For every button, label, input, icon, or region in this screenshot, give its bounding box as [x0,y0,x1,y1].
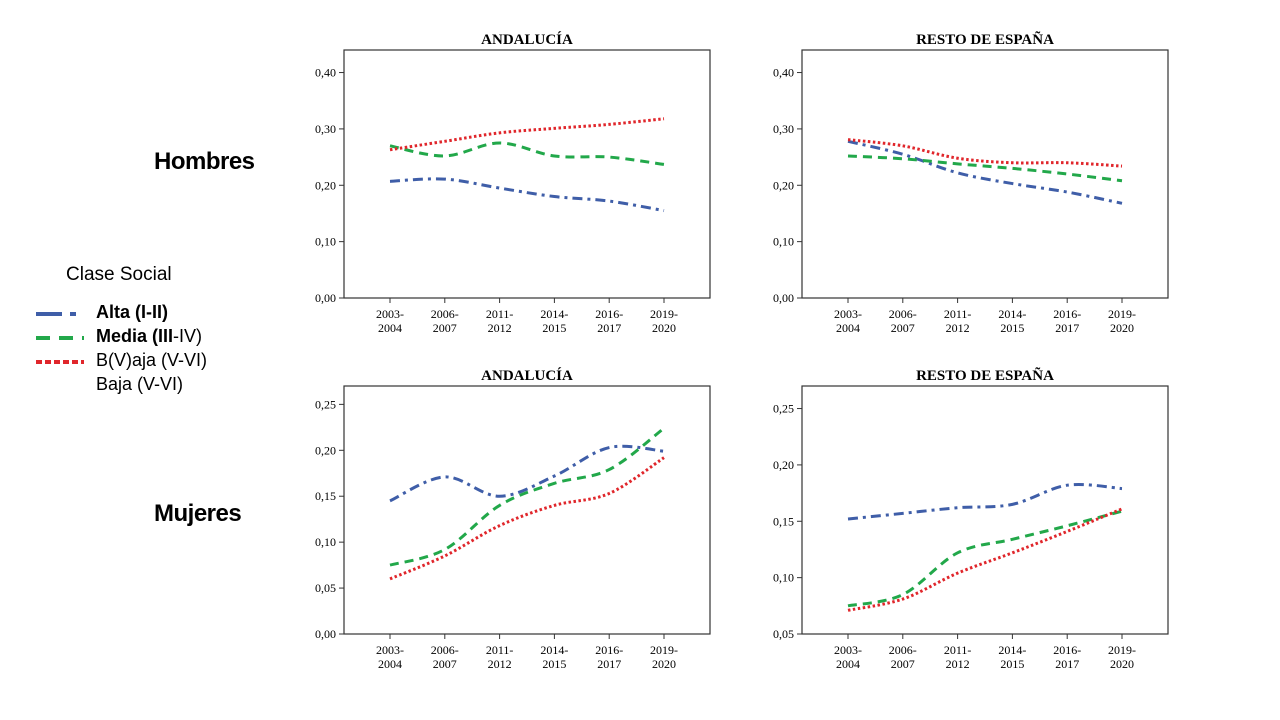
legend-label-alta-bold: Alta (I-II) [96,302,168,322]
y-tick-label: 0,40 [315,66,336,80]
series-line-dash [847,509,1123,608]
series-line-dashdot [847,139,1123,205]
y-tick-label: 0,10 [315,535,336,549]
x-tick-label: 2014-2015 [540,307,568,335]
y-tick-label: 0,05 [773,627,794,641]
x-tick-label: 2006-2007 [889,307,917,335]
y-tick-label: 0,40 [773,66,794,80]
series-line-dashdot [389,444,665,503]
legend: Clase Social Alta (I-II) Media (III-IV) … [34,262,274,402]
row-label-mujeres: Mujeres [154,500,242,527]
legend-extra-label: Baja (V-VI) [96,374,184,394]
x-tick-label: 2014-2015 [998,307,1026,335]
legend-label-baja-rest: B(V)aja (V-VI) [96,350,208,370]
x-tick-label: 2011-2012 [486,307,514,335]
plot-frame [801,49,1169,299]
legend-label-baja: B(V)aja (V-VI) [96,350,207,371]
series-line-dash [389,427,665,567]
y-tick-label: 0,20 [315,443,336,457]
legend-swatch-baja [36,360,84,364]
y-tick-label: 0,30 [315,122,336,136]
x-tick-label: 2016-2017 [1053,643,1081,671]
series-line-dash [847,154,1123,183]
x-tick-label: 2003-2004 [376,307,404,335]
series-line-dot [389,456,665,581]
y-tick-label: 0,00 [773,291,794,305]
legend-title: Clase Social [66,264,172,285]
x-tick-label: 2014-2015 [998,643,1026,671]
x-tick-label: 2014-2015 [540,643,568,671]
x-tick-label: 2011-2012 [944,307,972,335]
chart-title: ANDALUCÍA [481,367,573,384]
x-tick-label: 2003-2004 [834,307,862,335]
y-tick-label: 0,05 [315,581,336,595]
x-tick-label: 2006-2007 [889,643,917,671]
x-tick-label: 2016-2017 [595,307,623,335]
series-line-dot [847,138,1123,168]
chart-title: RESTO DE ESPAÑA [916,366,1054,384]
y-tick-label: 0,10 [773,571,794,585]
series-line-dashdot [389,177,665,213]
x-tick-label: 2003-2004 [376,643,404,671]
x-tick-label: 2003-2004 [834,643,862,671]
legend-label-media-rest: -IV) [173,326,203,346]
legend-item-media: Media (III-IV) [34,326,274,350]
legend-swatch-media [36,336,84,340]
legend-item-baja: B(V)aja (V-VI) [34,350,274,374]
y-tick-label: 0,20 [773,178,794,192]
row-label-hombres: Hombres [154,148,255,175]
y-tick-label: 0,20 [315,178,336,192]
y-tick-label: 0,25 [315,397,336,411]
legend-item-alta: Alta (I-II) [34,302,274,326]
y-tick-label: 0,10 [315,235,336,249]
legend-label-media-bold: Media (III [96,326,174,346]
x-tick-label: 2016-2017 [1053,307,1081,335]
legend-label-media: Media (III-IV) [96,326,202,347]
chart-mujeres-andalucia: ANDALUCÍA 0,00 0,05 0,10 0,15 0,20 0,25 2003-20… [315,367,711,671]
plot-frame [343,385,711,635]
y-tick-label: 0,30 [773,122,794,136]
x-tick-label: 2006-2007 [431,643,459,671]
series-line-dash [389,141,665,166]
x-tick-label: 2011-2012 [944,643,972,671]
x-tick-label: 2019-2020 [1108,643,1136,671]
y-tick-label: 0,00 [315,627,336,641]
plot-frame [343,49,711,299]
chart-title: RESTO DE ESPAÑA [916,30,1054,48]
legend-label-alta: Alta (I-II) [96,302,168,323]
y-tick-label: 0,15 [773,514,794,528]
chart-title: ANDALUCÍA [481,31,573,48]
y-tick-label: 0,10 [773,235,794,249]
chart-hombres-andalucia: ANDALUCÍA 0,00 0,10 0,20 0,30 0,40 2003-2004 20… [315,31,711,335]
series-line-dot [847,507,1123,612]
y-tick-label: 0,20 [773,458,794,472]
x-tick-label: 2019-2020 [650,307,678,335]
x-tick-label: 2019-2020 [1108,307,1136,335]
y-tick-label: 0,25 [773,402,794,416]
y-tick-label: 0,15 [315,489,336,503]
x-tick-label: 2019-2020 [650,643,678,671]
x-tick-label: 2011-2012 [486,643,514,671]
chart-mujeres-resto: RESTO DE ESPAÑA 0,05 0,10 0,15 0,20 0,25 2003-… [773,366,1169,671]
legend-swatch-alta [36,312,84,316]
series-line-dashdot [847,483,1123,521]
x-tick-label: 2006-2007 [431,307,459,335]
x-tick-label: 2016-2017 [595,643,623,671]
series-line-dot [389,117,665,152]
chart-hombres-resto: RESTO DE ESPAÑA 0,00 0,10 0,20 0,30 0,40 2003-… [773,30,1169,335]
y-tick-label: 0,00 [315,291,336,305]
plot-frame [801,385,1169,635]
